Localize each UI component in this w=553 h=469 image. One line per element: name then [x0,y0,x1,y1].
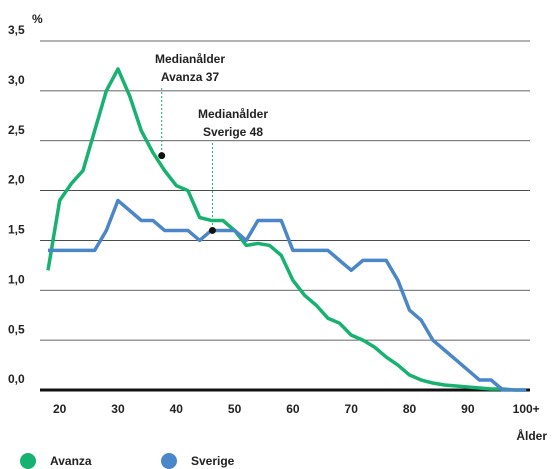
y-tick-label: 3,5 [8,23,25,37]
x-tick-label: 40 [170,402,184,416]
y-tick-label: 0,0 [8,372,25,386]
x-tick-label: 100+ [513,402,540,416]
x-tick-label: 70 [345,402,359,416]
x-tick-label: 50 [228,402,242,416]
annotation-point [208,226,216,234]
annotation-text: Medianålder [155,52,225,66]
legend-label: Avanza [50,454,92,468]
x-tick-label: 20 [53,402,67,416]
legend-swatch [20,453,36,469]
legend-label: Sverige [191,454,235,468]
y-tick-label: 0,5 [8,322,25,336]
x-tick-label: 30 [111,402,125,416]
y-tick-label: 3,0 [8,73,25,87]
annotation-point [158,152,166,160]
x-tick-label: 90 [461,402,475,416]
legend-swatch [161,453,177,469]
y-axis-label: % [32,12,43,26]
y-tick-label: 2,0 [8,173,25,187]
y-tick-label: 1,0 [8,272,25,286]
annotation-text: Sverige 48 [203,125,263,139]
y-tick-label: 2,5 [8,123,25,137]
x-tick-label: 60 [286,402,300,416]
annotation-text: Avanza 37 [161,70,220,84]
x-tick-label: 80 [403,402,417,416]
annotation-text: Medianålder [198,107,268,121]
series-line [48,198,527,392]
x-axis-label: Ålder [516,428,547,443]
y-tick-label: 1,5 [8,223,25,237]
series-line [46,67,527,392]
